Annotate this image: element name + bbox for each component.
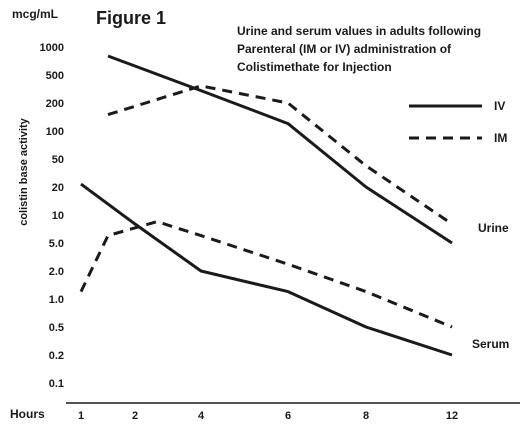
x-tick-label: 12	[446, 410, 458, 422]
y-tick-label: 5.0	[49, 238, 64, 250]
serum-label: Serum	[472, 337, 509, 351]
x-tick-label: 8	[363, 410, 369, 422]
y-tick-label: 500	[46, 70, 64, 82]
x-tick-label: 2	[132, 410, 138, 422]
y-tick-label: 0.5	[49, 322, 64, 334]
y-tick-label: 1000	[40, 42, 64, 54]
y-tick-label: 50	[52, 154, 64, 166]
chart-title-line-1: Urine and serum values in adults followi…	[237, 24, 481, 38]
series-line-urine-im	[107, 84, 453, 226]
series-line-serum-im	[79, 220, 453, 329]
chart-title-line-3: Colistimethate for Injection	[237, 60, 392, 74]
legend-iv-label: IV	[494, 99, 505, 113]
y-tick-label: 200	[46, 98, 64, 110]
y-tick-label: 2.0	[49, 266, 64, 278]
chart-title-line-2: Parenteral (IM or IV) administration of	[237, 42, 452, 56]
unit-label: mcg/mL	[12, 7, 58, 21]
y-tick-label: 1.0	[49, 294, 64, 306]
x-tick-labels: 1 2 4 6 8 12	[78, 410, 458, 422]
y-tick-label: 0.2	[49, 350, 64, 362]
y-axis-label: colistin base activity	[18, 117, 30, 225]
y-tick-labels: 1000 500 200 100 50 20 10 5.0 2.0 1.0 0.5 0.2 0.1	[40, 42, 64, 390]
x-tick-label: 1	[78, 410, 84, 422]
y-tick-label: 100	[46, 126, 64, 138]
legend-im-label: IM	[494, 131, 507, 145]
y-tick-label: 20	[52, 182, 64, 194]
series-line-urine-iv	[107, 54, 453, 245]
figure-label: Figure 1	[96, 8, 166, 28]
series-lines	[79, 54, 453, 357]
x-axis-label: Hours	[10, 407, 45, 421]
legend: IV IM	[409, 99, 507, 145]
series-line-serum-iv	[80, 182, 453, 357]
y-tick-label: 0.1	[49, 378, 64, 390]
x-tick-label: 4	[198, 410, 205, 422]
y-tick-label: 10	[52, 210, 64, 222]
x-tick-label: 6	[285, 410, 291, 422]
urine-label: Urine	[478, 221, 509, 235]
